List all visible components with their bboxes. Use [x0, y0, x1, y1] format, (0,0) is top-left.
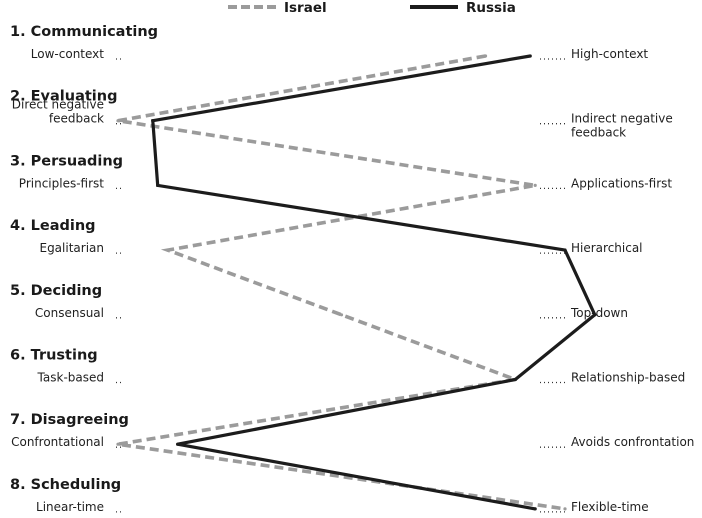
series-line-israel [117, 54, 566, 511]
data-point-israel [339, 313, 344, 317]
dimension-row: 7. Disagreeing Confrontational Avoids conf… [10, 412, 694, 449]
left-pole-label: Principles-first [19, 176, 104, 190]
legend: Israel Russia [228, 0, 516, 16]
left-pole-label: Egalitarian [39, 241, 104, 255]
dimension-title: 1. Communicating [10, 24, 158, 40]
data-point-russia [513, 377, 517, 382]
series-line-russia [151, 54, 597, 511]
dimension-row: 1. Communicating Low-context High-context [10, 24, 648, 61]
legend-label-1: Russia [466, 0, 516, 16]
dimension-row: 5. Deciding Consensual Top-down [10, 283, 628, 320]
right-pole-label: Flexible-time [571, 500, 649, 514]
right-pole-label: Top-down [570, 306, 628, 320]
data-point-russia [151, 119, 155, 123]
right-pole-label: Relationship-based [571, 371, 685, 385]
data-point-russia [593, 313, 597, 317]
data-point-russia [533, 507, 537, 511]
left-pole-label: Confrontational [11, 435, 104, 449]
data-point-israel [483, 54, 488, 58]
right-pole-label: Applications-first [571, 176, 672, 190]
data-point-russia [563, 248, 567, 252]
dimension-title: 3. Persuading [10, 153, 123, 169]
data-point-israel [563, 507, 567, 511]
right-pole-label: Avoids confrontation [571, 435, 694, 449]
data-point-israel [116, 119, 120, 123]
right-pole-label: Hierarchical [571, 241, 643, 255]
right-pole-label: Indirect negative [571, 112, 673, 126]
dimension-row: 8. Scheduling Linear-time Flexible-time [10, 477, 649, 514]
data-point-russia [156, 183, 160, 187]
right-pole-label: High-context [571, 47, 648, 61]
dimension-title: 2. Evaluating [10, 89, 117, 105]
data-point-israel [116, 442, 120, 446]
dimension-title: 8. Scheduling [10, 477, 121, 493]
dimension-row: 4. Leading Egalitarian Hierarchical [10, 218, 643, 255]
dimension-title: 4. Leading [10, 218, 96, 234]
left-pole-label: Direct negative [12, 98, 104, 112]
data-point-israel [166, 248, 170, 252]
left-pole-label: Consensual [35, 306, 104, 320]
data-point-russia [176, 442, 180, 446]
dimension-title: 6. Trusting [10, 348, 98, 364]
dimension-rows: 1. Communicating Low-context High-context 2… [10, 24, 694, 514]
data-point-russia [528, 54, 532, 58]
dimension-title: 5. Deciding [10, 283, 102, 299]
right-pole-label: feedback [571, 126, 626, 140]
legend-label-0: Israel [284, 0, 327, 16]
data-point-israel [533, 183, 537, 187]
left-pole-label: Low-context [31, 47, 104, 61]
left-pole-label: Linear-time [36, 500, 104, 514]
dimension-row: 6. Trusting Task-based Relationship-based [10, 348, 685, 385]
dimension-title: 7. Disagreeing [10, 412, 129, 428]
series-lines [116, 54, 597, 511]
left-pole-label: feedback [49, 112, 104, 126]
left-pole-label: Task-based [37, 371, 104, 385]
dimension-row: 3. Persuading Principles-first Application… [10, 153, 672, 190]
